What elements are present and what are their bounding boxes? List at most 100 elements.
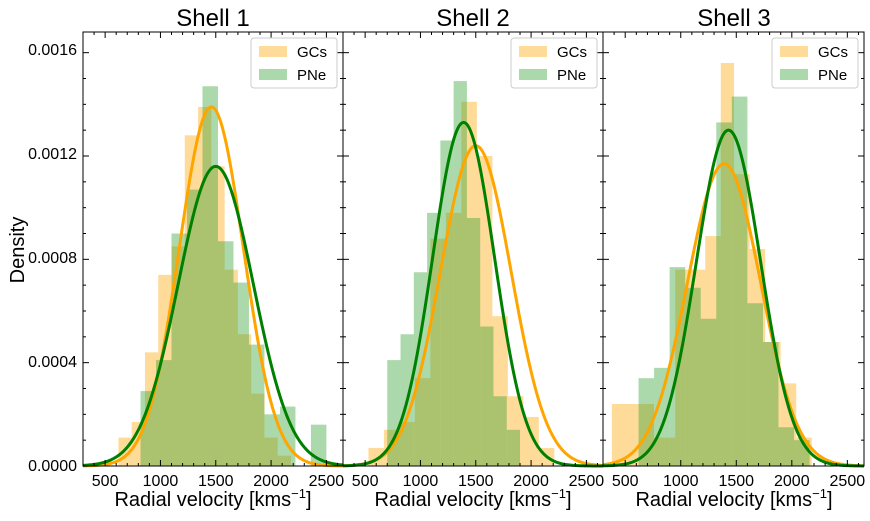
pne-bar <box>264 414 280 466</box>
legend-swatch-pne <box>780 69 808 80</box>
axis-ticks <box>603 32 864 467</box>
gcs-fit-curve <box>602 162 865 468</box>
gcs-bar <box>224 269 238 466</box>
histogram-bars <box>368 81 555 466</box>
x-axis-label: Radial velocity [kms−1] <box>635 486 832 511</box>
pne-bar <box>156 360 172 466</box>
pne-bar <box>493 396 507 466</box>
pne-bar <box>700 318 717 466</box>
gcs-bar <box>445 212 462 466</box>
legend-label-gcs: GCs <box>297 44 327 61</box>
pne-bar <box>217 241 234 466</box>
pne-bar <box>654 367 670 466</box>
panel-shell-2: Shell 2 500 1000 1500 2000 2500 Radial v… <box>342 5 605 511</box>
x-tick-label: 2500 <box>309 473 345 490</box>
gcs-bar <box>780 383 797 466</box>
pne-fit-curve <box>82 164 344 467</box>
panel-shell-1: Shell 1 500 1000 1500 2000 2500 Radial v… <box>82 5 345 511</box>
legend: GCs PNe <box>250 37 338 89</box>
x-tick-labels: 500 1000 1500 2000 2500 <box>92 473 345 490</box>
pne-fit-curve <box>342 120 604 468</box>
x-tick-label: 1500 <box>198 473 234 490</box>
legend: GCs PNe <box>771 37 859 89</box>
panel-title: Shell 3 <box>697 5 770 32</box>
x-tick-label: 2500 <box>569 473 605 490</box>
pne-bar <box>233 282 249 466</box>
pne-bar <box>762 342 779 466</box>
gcs-bar <box>476 156 493 466</box>
panel-shell-3: Shell 3 500 1000 1500 2000 2500 Radial v… <box>602 5 865 511</box>
gcs-bar <box>198 106 212 467</box>
histogram-bars <box>611 63 812 467</box>
gcs-bar <box>211 166 225 467</box>
gcs-bar <box>251 393 265 466</box>
x-tick-labels: 500 1000 1500 2000 2500 <box>612 473 865 490</box>
x-tick-label: 500 <box>612 473 639 490</box>
pne-bar <box>731 96 748 466</box>
legend-label-pne: PNe <box>297 67 326 84</box>
legend-label-pne: PNe <box>557 67 586 84</box>
x-tick-label: 1000 <box>663 473 699 490</box>
gcs-bar <box>765 342 781 466</box>
legend: GCs PNe <box>510 37 598 89</box>
gcs-bar <box>399 422 415 466</box>
x-axis-label: Radial velocity [kms−1] <box>374 486 571 511</box>
y-tick-label: 0.0004 <box>28 354 77 371</box>
y-tick-label: 0.0016 <box>28 42 77 59</box>
y-tick-labels: 0.0000 0.0004 0.0008 0.0012 0.0016 <box>28 42 77 475</box>
gcs-bar <box>492 316 508 466</box>
legend-label-gcs: GCs <box>818 44 848 61</box>
x-tick-label: 500 <box>92 473 119 490</box>
legend-box <box>510 37 598 89</box>
gcs-bar <box>184 135 199 467</box>
pne-bar <box>480 326 494 466</box>
pne-bar <box>171 233 187 466</box>
pne-bar <box>685 287 701 466</box>
gcs-bar <box>461 101 477 466</box>
gcs-bar <box>430 238 446 466</box>
legend-swatch-pne <box>519 69 547 80</box>
x-tick-label: 2000 <box>253 473 289 490</box>
x-tick-label: 1000 <box>403 473 439 490</box>
pne-bar <box>716 122 732 467</box>
y-tick-label: 0.0008 <box>28 250 77 267</box>
pne-fit-curve <box>602 128 865 468</box>
pne-bar <box>466 218 481 466</box>
histogram-bars <box>118 86 327 467</box>
pne-bar <box>187 189 203 467</box>
gcs-bar <box>654 437 676 466</box>
gcs-bar <box>705 236 721 466</box>
gcs-bar <box>414 378 431 466</box>
legend-box <box>250 37 338 89</box>
fit-curves <box>82 105 344 468</box>
axes-frame <box>602 31 865 467</box>
pne-bar <box>140 391 157 466</box>
legend-box <box>771 37 859 89</box>
fit-curves <box>342 120 604 468</box>
legend-swatch-gcs <box>519 46 547 57</box>
legend-swatch-pne <box>259 69 287 80</box>
gcs-bar <box>277 455 291 466</box>
gcs-bar <box>507 396 524 466</box>
pne-bar <box>453 81 467 466</box>
gcs-bar <box>734 174 750 467</box>
gcs-bar <box>237 334 252 466</box>
x-tick-label: 1000 <box>143 473 179 490</box>
x-tick-label: 500 <box>352 473 379 490</box>
x-tick-label: 2500 <box>830 473 866 490</box>
legend-swatch-gcs <box>780 46 808 57</box>
x-axis-label: Radial velocity [kms−1] <box>114 486 311 511</box>
x-tick-labels: 500 1000 1500 2000 2500 <box>352 473 605 490</box>
x-tick-label: 2000 <box>513 473 549 490</box>
y-axis-label: Density <box>7 217 29 284</box>
legend-label-gcs: GCs <box>557 44 587 61</box>
pne-bar <box>638 378 655 466</box>
legend-swatch-gcs <box>259 46 287 57</box>
panel-title: Shell 1 <box>176 5 249 32</box>
pne-bar <box>248 344 265 466</box>
y-tick-label: 0.0012 <box>28 146 77 163</box>
x-tick-label: 1500 <box>458 473 494 490</box>
y-tick-label: 0.0000 <box>28 458 77 475</box>
pne-bar <box>202 86 218 466</box>
